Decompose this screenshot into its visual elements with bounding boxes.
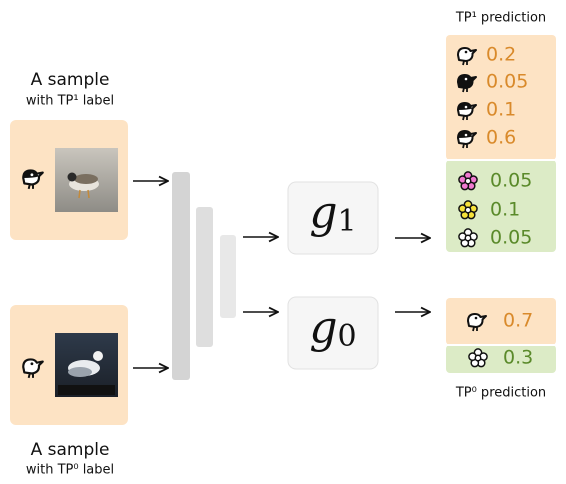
flower-probability: 0.05	[490, 170, 532, 192]
diagram: A sample with TP¹ label A sample with TP…	[0, 0, 566, 480]
bird-probability: 0.7	[503, 310, 533, 332]
prediction-title: TP¹ prediction	[455, 11, 546, 26]
bird-probability: 0.2	[486, 44, 516, 66]
bird-probability: 0.05	[486, 71, 528, 93]
network-layer	[196, 207, 213, 347]
sample-photo	[55, 333, 118, 397]
sample-title: A sample	[31, 70, 110, 90]
bird-panel	[446, 298, 556, 345]
network-layer	[172, 172, 190, 380]
sample-title: A sample	[31, 440, 110, 460]
flower-probability: 0.3	[503, 347, 533, 369]
prediction-title: TP⁰ prediction	[455, 386, 546, 401]
head-symbol: g	[309, 302, 337, 353]
bird-probability: 0.6	[486, 127, 516, 149]
sample-subtitle: with TP¹ label	[26, 94, 114, 109]
sample-photo	[55, 148, 118, 212]
flower-probability: 0.1	[490, 199, 520, 221]
head-subscript: 1	[338, 204, 357, 239]
flower-probability: 0.05	[490, 227, 532, 249]
head-subscript: 0	[338, 319, 357, 354]
network-layer	[220, 235, 236, 318]
flower-panel	[446, 345, 556, 373]
sample-subtitle: with TP⁰ label	[26, 463, 114, 478]
head-symbol: g	[309, 187, 337, 238]
bird-probability: 0.1	[486, 99, 516, 121]
